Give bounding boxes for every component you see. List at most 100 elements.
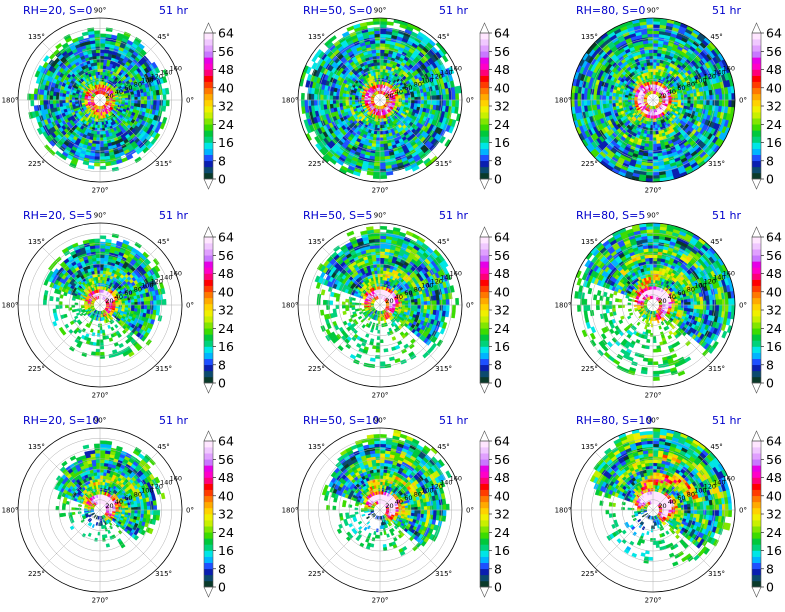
field-cell — [379, 162, 387, 167]
field-cell — [433, 94, 438, 101]
field-cell — [442, 99, 447, 107]
field-cell — [652, 30, 660, 35]
field-cell — [379, 46, 385, 50]
azimuth-tick-label: 45° — [157, 33, 169, 41]
field-cell — [401, 99, 406, 103]
field-cell — [611, 99, 616, 104]
colorbar-segment — [204, 39, 213, 46]
field-cell — [699, 95, 704, 101]
field-cell — [377, 121, 381, 126]
field-cell — [655, 68, 659, 73]
azimuth-tick-label: 270° — [372, 187, 389, 195]
colorbar-tick-label: 40 — [218, 80, 234, 95]
field-cell — [452, 99, 456, 107]
field-cell — [97, 68, 101, 72]
field-cell — [648, 150, 654, 154]
field-cell — [379, 39, 386, 44]
field-cell — [99, 71, 103, 76]
field-cell — [725, 93, 729, 101]
colorbar-tick-label: 64 — [766, 26, 782, 41]
field-cell — [99, 68, 103, 72]
field-cell — [379, 42, 386, 47]
field-cell — [648, 46, 654, 50]
field-cell — [375, 46, 381, 50]
field-cell — [611, 96, 616, 101]
field-cell — [105, 27, 113, 32]
field-cell — [61, 96, 66, 101]
colorbar-segment — [204, 166, 213, 174]
field-cell — [332, 95, 337, 101]
field-cell — [379, 134, 384, 139]
colorbar-tick-label: 32 — [494, 99, 510, 114]
panel-time-label: 51 hr — [712, 4, 741, 17]
field-cell — [372, 175, 381, 180]
field-cell — [379, 137, 384, 142]
colorbar-segment — [480, 87, 489, 95]
field-cell — [39, 94, 44, 101]
field-cell — [69, 162, 77, 169]
field-cell — [335, 95, 340, 101]
polar-panel: 20 40 60 80 1001201401600°45°90°135°180°225°… — [282, 4, 474, 195]
colorbar-tick-label: 56 — [218, 44, 234, 59]
field-cell — [94, 127, 98, 132]
field-cell — [382, 68, 386, 73]
colorbar-tick-label: 0 — [494, 172, 502, 187]
field-cell — [687, 99, 692, 104]
field-cell — [162, 99, 167, 107]
field-cell — [627, 97, 632, 101]
field-cell — [99, 150, 105, 154]
field-cell — [602, 95, 607, 101]
colorbar-segment — [752, 99, 761, 107]
azimuth-tick-label: 135° — [581, 33, 598, 41]
colorbar-segment — [204, 45, 213, 52]
field-cell — [313, 99, 318, 107]
field-cell — [652, 150, 658, 154]
field-cell — [696, 99, 701, 105]
colorbar-segment — [752, 166, 761, 174]
field-cell — [377, 128, 381, 132]
field-cell — [652, 42, 659, 47]
field-cell — [99, 33, 107, 38]
field-cell — [94, 156, 101, 161]
field-cell — [379, 30, 387, 35]
field-cell — [375, 146, 381, 151]
field-cell — [151, 61, 158, 69]
radius-tick-label: 60 — [404, 84, 412, 92]
field-cell — [326, 99, 330, 105]
field-cell — [583, 99, 588, 107]
field-cell — [407, 102, 412, 106]
field-cell — [137, 96, 142, 101]
field-cell — [128, 97, 132, 101]
field-cell — [153, 99, 158, 106]
field-cell — [423, 95, 428, 101]
polar-panel: 20 40 60 80 1001201401600°45°90°135°180°225°… — [2, 4, 194, 195]
field-cell — [376, 61, 381, 66]
field-cell — [680, 102, 685, 106]
field-cell — [379, 143, 385, 148]
colorbar-segment — [752, 154, 761, 162]
colorbar-segment — [204, 57, 213, 64]
azimuth-tick-label: 180° — [555, 97, 572, 105]
colorbar-segment — [752, 45, 761, 52]
colorbar-segment — [480, 130, 489, 137]
azimuth-tick-label: 270° — [92, 187, 109, 195]
field-cell — [332, 99, 337, 105]
field-cell — [93, 162, 101, 167]
colorbar-tick-label: 64 — [218, 26, 234, 41]
field-cell — [116, 32, 124, 39]
field-cell — [52, 95, 57, 101]
field-cell — [379, 140, 385, 145]
field-cell — [99, 49, 105, 54]
colorbar-segment — [204, 124, 213, 131]
field-cell — [97, 124, 101, 129]
field-cell — [134, 156, 142, 164]
field-cell — [646, 33, 654, 38]
field-cell — [376, 131, 381, 135]
field-cell — [99, 137, 104, 142]
field-cell — [577, 99, 581, 107]
field-cell — [650, 124, 654, 129]
colorbar-segment — [752, 124, 761, 131]
colorbar-segment — [204, 75, 213, 82]
field-cell — [646, 172, 654, 176]
colorbar-segment — [752, 148, 761, 155]
